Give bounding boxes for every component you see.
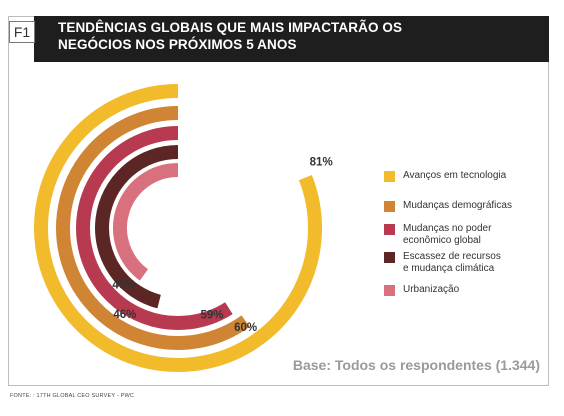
legend-swatch-poder-economico bbox=[384, 224, 395, 235]
legend-item-escassez: Escassez de recursos e mudança climática bbox=[384, 251, 533, 274]
value-label-escassez: 46% bbox=[113, 309, 136, 321]
legend-item-poder-economico: Mudanças no poder econômico global bbox=[384, 223, 533, 246]
value-label-poder-economico: 59% bbox=[200, 310, 223, 322]
chart-title-line-1: TENDÊNCIAS GLOBAIS QUE MAIS IMPACTARÃO O… bbox=[58, 20, 403, 35]
arc-tecnologia bbox=[34, 84, 322, 372]
legend-item-demograficas: Mudanças demográficas bbox=[384, 200, 533, 212]
value-label-urbanizacao: 40% bbox=[112, 280, 135, 292]
legend-label-urbanizacao: Urbanização bbox=[403, 284, 460, 295]
legend-swatch-demograficas bbox=[384, 201, 395, 212]
chart-title-line-2: NEGÓCIOS NOS PRÓXIMOS 5 ANOS bbox=[58, 37, 297, 52]
arc-poder-economico bbox=[76, 126, 233, 330]
arc-demograficas bbox=[56, 106, 250, 350]
figure-label: F1 bbox=[9, 21, 35, 43]
base-note: Base: Todos os respondentes (1.344) bbox=[292, 357, 540, 373]
value-label-demograficas: 60% bbox=[234, 322, 257, 334]
chart-title: TENDÊNCIAS GLOBAIS QUE MAIS IMPACTARÃO O… bbox=[58, 19, 488, 53]
arc-urbanizacao bbox=[113, 163, 179, 281]
legend-label-poder-economico: Mudanças no poder econômico global bbox=[403, 223, 492, 246]
legend-swatch-tecnologia bbox=[384, 171, 395, 182]
arc-escassez bbox=[95, 145, 179, 309]
legend-swatch-escassez bbox=[384, 252, 395, 263]
figure-header bbox=[34, 16, 549, 62]
source-note: FONTE: : 17TH GLOBAL CEO SURVEY - PWC bbox=[10, 393, 135, 399]
legend-item-tecnologia: Avanços em tecnologia bbox=[384, 170, 533, 182]
legend-item-urbanizacao: Urbanização bbox=[384, 284, 533, 296]
legend-label-demograficas: Mudanças demográficas bbox=[403, 200, 512, 211]
legend-label-tecnologia: Avanços em tecnologia bbox=[403, 170, 507, 181]
value-label-tecnologia: 81% bbox=[310, 156, 333, 168]
legend-swatch-urbanizacao bbox=[384, 285, 395, 296]
legend-label-escassez: Escassez de recursos e mudança climática bbox=[403, 251, 501, 274]
